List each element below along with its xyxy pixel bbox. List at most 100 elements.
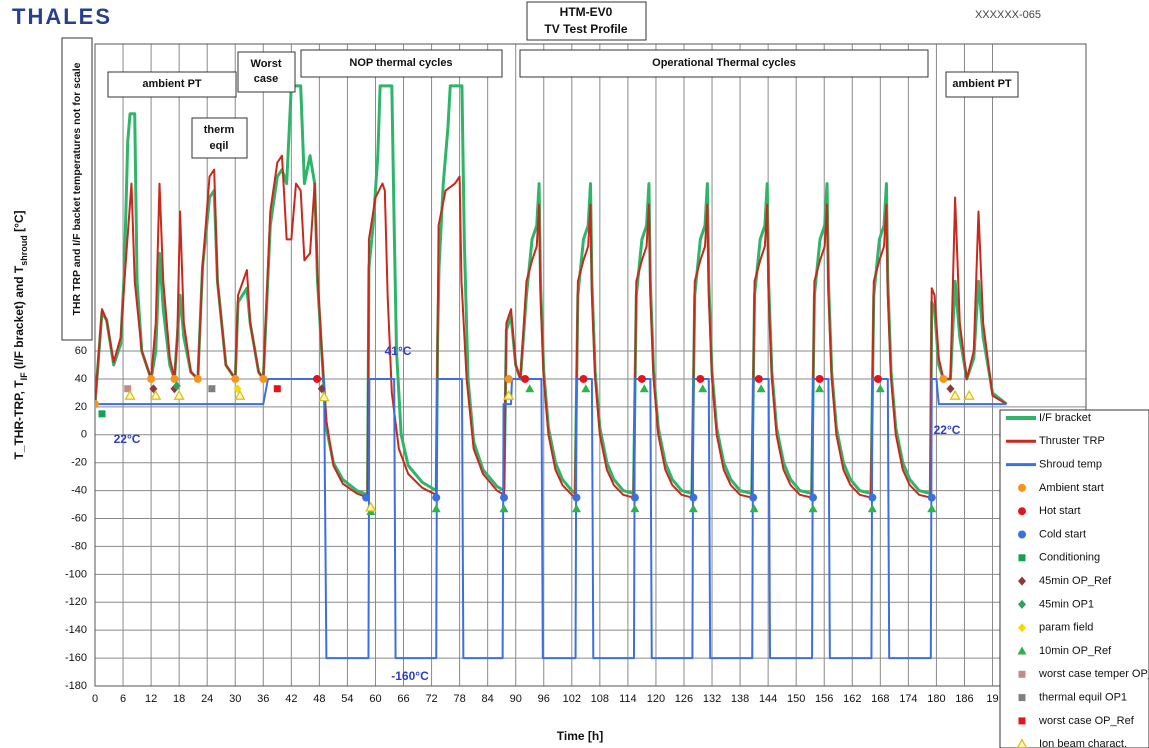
y-tick-label: 60 xyxy=(75,345,87,357)
data-point xyxy=(630,504,640,513)
series-line xyxy=(95,377,1007,660)
data-point xyxy=(939,374,948,383)
data-point xyxy=(639,384,649,393)
legend-label: Hot start xyxy=(1039,505,1081,517)
x-tick-label: 54 xyxy=(341,693,353,705)
data-point xyxy=(124,389,136,400)
y-tick-label: -80 xyxy=(71,540,87,552)
legend-swatch xyxy=(1018,694,1026,702)
data-point xyxy=(808,504,818,513)
x-tick-label: 126 xyxy=(675,693,693,705)
data-point xyxy=(815,374,824,383)
x-tick-label: 24 xyxy=(201,693,213,705)
data-point xyxy=(579,374,588,383)
side-note: THR TRP and I/F backet temperatures not … xyxy=(71,62,83,315)
section-label: ambient PT xyxy=(142,78,202,90)
data-point xyxy=(432,493,441,502)
x-tick-label: 168 xyxy=(871,693,889,705)
x-tick-label: 144 xyxy=(759,693,777,705)
legend-swatch xyxy=(1018,576,1026,586)
series-line xyxy=(95,84,1008,497)
x-tick-label: 19 xyxy=(986,693,998,705)
data-point xyxy=(124,385,132,393)
x-tick-label: 6 xyxy=(120,693,126,705)
data-point xyxy=(696,374,705,383)
x-axis-label: Time [h] xyxy=(557,729,603,743)
y-axis-label-part: T_THR-TRP, T xyxy=(12,380,26,460)
section-label: Worst xyxy=(251,58,282,70)
x-tick-label: 90 xyxy=(510,693,522,705)
data-point xyxy=(571,504,581,513)
x-tick-label: 84 xyxy=(482,693,494,705)
x-tick-label: 78 xyxy=(453,693,465,705)
legend-swatch xyxy=(1018,717,1026,725)
x-tick-label: 174 xyxy=(899,693,917,705)
legend-label: Shroud temp xyxy=(1039,459,1102,471)
legend-swatch xyxy=(1018,483,1026,492)
y-tick-label: -180 xyxy=(65,680,87,692)
data-point xyxy=(98,410,106,418)
data-point xyxy=(193,374,202,383)
data-point xyxy=(172,381,181,391)
data-point xyxy=(754,374,763,383)
legend-swatch xyxy=(1018,507,1026,516)
data-point xyxy=(147,374,156,383)
data-point xyxy=(581,384,591,393)
section-label: eqil xyxy=(210,140,229,152)
x-tick-label: 36 xyxy=(257,693,269,705)
x-tick-label: 66 xyxy=(397,693,409,705)
y-axis-label-part: [°C] xyxy=(12,210,26,235)
x-tick-label: 108 xyxy=(591,693,609,705)
data-point xyxy=(949,389,961,400)
x-tick-label: 120 xyxy=(647,693,665,705)
data-point xyxy=(431,504,441,513)
annotation: 41°C xyxy=(385,344,412,358)
section-label: therm xyxy=(204,124,235,136)
data-point xyxy=(630,493,639,502)
y-tick-label: 40 xyxy=(75,373,87,385)
x-tick-label: 186 xyxy=(955,693,973,705)
data-point xyxy=(875,384,885,393)
y-tick-label: -120 xyxy=(65,596,87,608)
x-tick-label: 114 xyxy=(619,693,637,705)
legend-label: Conditioning xyxy=(1039,552,1100,564)
legend-swatch xyxy=(1018,599,1026,609)
data-point xyxy=(504,374,513,383)
data-point xyxy=(946,384,955,394)
y-tick-label: -100 xyxy=(65,568,87,580)
data-point xyxy=(500,493,509,502)
legend-label: I/F bracket xyxy=(1039,412,1091,424)
series-line xyxy=(95,154,1008,499)
legend-label: 45min OP_Ref xyxy=(1039,575,1112,587)
data-point xyxy=(231,374,240,383)
annotation: -160°C xyxy=(391,669,429,683)
y-tick-label: -40 xyxy=(71,485,87,497)
legend-label: worst case OP_Ref xyxy=(1038,715,1135,727)
y-tick-label: -20 xyxy=(71,457,87,469)
y-axis-label-part: shroud xyxy=(19,235,29,266)
data-point xyxy=(503,389,515,400)
doc-id: XXXXXX-065 xyxy=(975,9,1041,21)
legend-swatch xyxy=(1018,554,1026,562)
x-tick-label: 138 xyxy=(731,693,749,705)
data-point xyxy=(150,389,162,400)
x-tick-label: 102 xyxy=(563,693,581,705)
legend-label: Ion beam charact. xyxy=(1039,738,1127,748)
legend-label: Ambient start xyxy=(1039,482,1104,494)
data-point xyxy=(170,374,179,383)
data-point xyxy=(273,385,281,393)
data-point xyxy=(365,501,377,512)
section-label: ambient PT xyxy=(952,78,1012,90)
x-tick-label: 162 xyxy=(843,693,861,705)
chart-title: HTM-EV0 xyxy=(560,5,613,19)
annotation: 22°C xyxy=(934,423,961,437)
data-point xyxy=(867,504,877,513)
data-point xyxy=(208,385,216,393)
legend-label: param field xyxy=(1039,622,1093,634)
section-label: case xyxy=(254,73,278,85)
section-box xyxy=(945,71,1019,98)
legend-label: thermal equil OP1 xyxy=(1039,692,1127,704)
data-point xyxy=(313,374,322,383)
data-point xyxy=(362,493,371,502)
